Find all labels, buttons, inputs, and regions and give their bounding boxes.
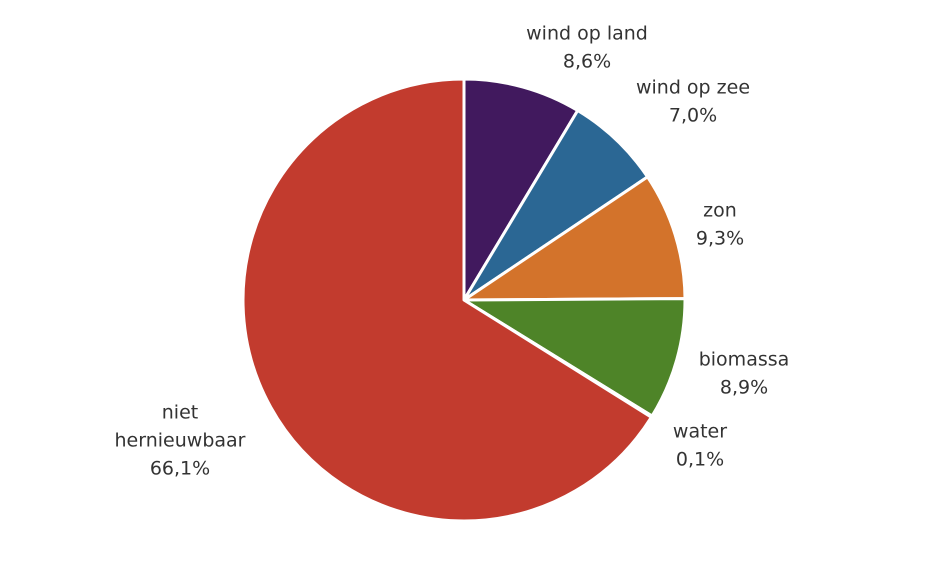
pie-slice-zon xyxy=(462,175,687,302)
pie-slices xyxy=(241,77,687,523)
slice-label-wind-op-land: wind op land 8,6% xyxy=(526,23,648,73)
pie-slice-niet-hernieuwbaar xyxy=(241,77,653,523)
slice-label-niet-hernieuwbaar: niet hernieuwbaar 66,1% xyxy=(115,402,246,480)
slice-label-wind-op-zee: wind op zee 7,0% xyxy=(636,77,750,127)
slice-label-biomassa: biomassa 8,9% xyxy=(699,349,790,399)
pie-slice-biomassa xyxy=(462,297,687,418)
pie-slice-wind-op-land xyxy=(462,77,580,302)
pie-labels: wind op land 8,6%wind op zee 7,0% zon 9,3% bi… xyxy=(115,23,790,480)
slice-label-water: water 0,1% xyxy=(673,421,727,471)
slice-label-zon: zon 9,3% xyxy=(696,200,744,250)
